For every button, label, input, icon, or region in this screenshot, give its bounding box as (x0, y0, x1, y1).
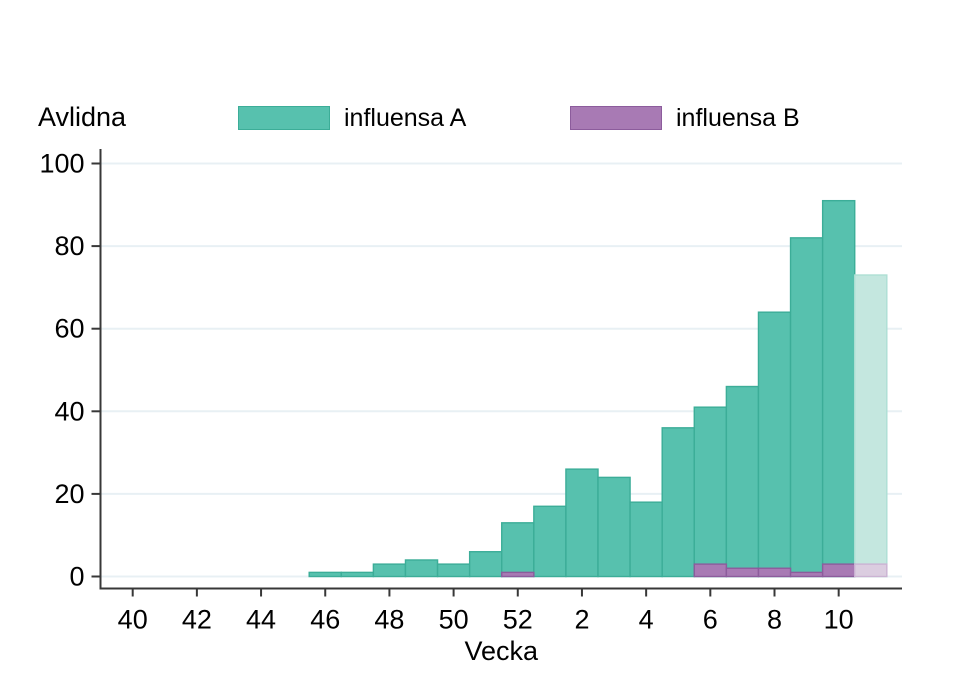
bar-influensa-A-week-50 (436, 563, 471, 578)
y-tick-label-80: 80 (54, 231, 84, 261)
bar-influensa-A-week-47 (340, 571, 375, 578)
y-tick-label-20: 20 (54, 479, 84, 509)
bar-influensa-A-week-8 (757, 311, 792, 578)
bar-influensa-B-week-11 (854, 563, 888, 578)
bar-influensa-B-week-8 (757, 567, 792, 578)
bar-influensa-A-week-52 (501, 522, 535, 578)
y-tick-label-40: 40 (54, 396, 84, 426)
x-axis-label: Vecka (464, 636, 539, 666)
x-tick-label-46: 46 (310, 605, 340, 635)
bar-influensa-B-week-9 (789, 571, 824, 578)
bar-influensa-A-week-6 (693, 406, 728, 578)
bar-influensa-A-week-46 (308, 571, 342, 578)
x-tick-label-6: 6 (703, 605, 718, 635)
legend-swatch-influensa-a (238, 106, 330, 130)
bar-influensa-A-week-3 (597, 476, 631, 578)
legend-label-influensa-a: influensa A (344, 104, 467, 132)
bar-influensa-A-week-2 (565, 468, 599, 578)
x-tick-label-42: 42 (182, 605, 212, 635)
y-tick-label-100: 100 (39, 149, 84, 179)
bar-influensa-A-week-11 (854, 274, 888, 578)
bar-influensa-A-week-49 (404, 559, 439, 578)
x-tick-label-10: 10 (824, 605, 854, 635)
bar-influensa-A-week-5 (661, 427, 695, 578)
bar-influensa-A-week-48 (372, 563, 407, 578)
bar-influensa-A-week-7 (725, 385, 760, 578)
bar-influensa-A-week-9 (789, 237, 824, 578)
x-tick-label-2: 2 (574, 605, 589, 635)
legend-swatch-influensa-b (570, 106, 662, 130)
bar-influensa-A-week-1 (533, 505, 567, 578)
bar-influensa-A-week-10 (821, 199, 856, 578)
bar-influensa-A-week-4 (629, 501, 663, 578)
bar-influensa-B-week-6 (693, 563, 728, 578)
bar-influensa-B-week-52 (501, 571, 535, 578)
x-tick-label-48: 48 (374, 605, 404, 635)
x-tick-label-4: 4 (639, 605, 654, 635)
x-tick-label-52: 52 (503, 605, 533, 635)
legend-item-influensa-a: influensa A (238, 105, 466, 131)
bar-influensa-B-week-10 (821, 563, 856, 578)
bar-influensa-A-week-51 (468, 551, 503, 578)
x-tick-label-40: 40 (118, 605, 148, 635)
y-axis-title: Avlidna (38, 102, 127, 132)
legend-item-influensa-b: influensa B (570, 105, 800, 131)
x-tick-label-50: 50 (439, 605, 469, 635)
bar-influensa-B-week-7 (725, 567, 760, 578)
y-tick-label-0: 0 (69, 562, 84, 592)
x-tick-label-44: 44 (246, 605, 276, 635)
y-tick-label-60: 60 (54, 314, 84, 344)
x-tick-label-8: 8 (767, 605, 782, 635)
legend-label-influensa-b: influensa B (676, 104, 800, 132)
